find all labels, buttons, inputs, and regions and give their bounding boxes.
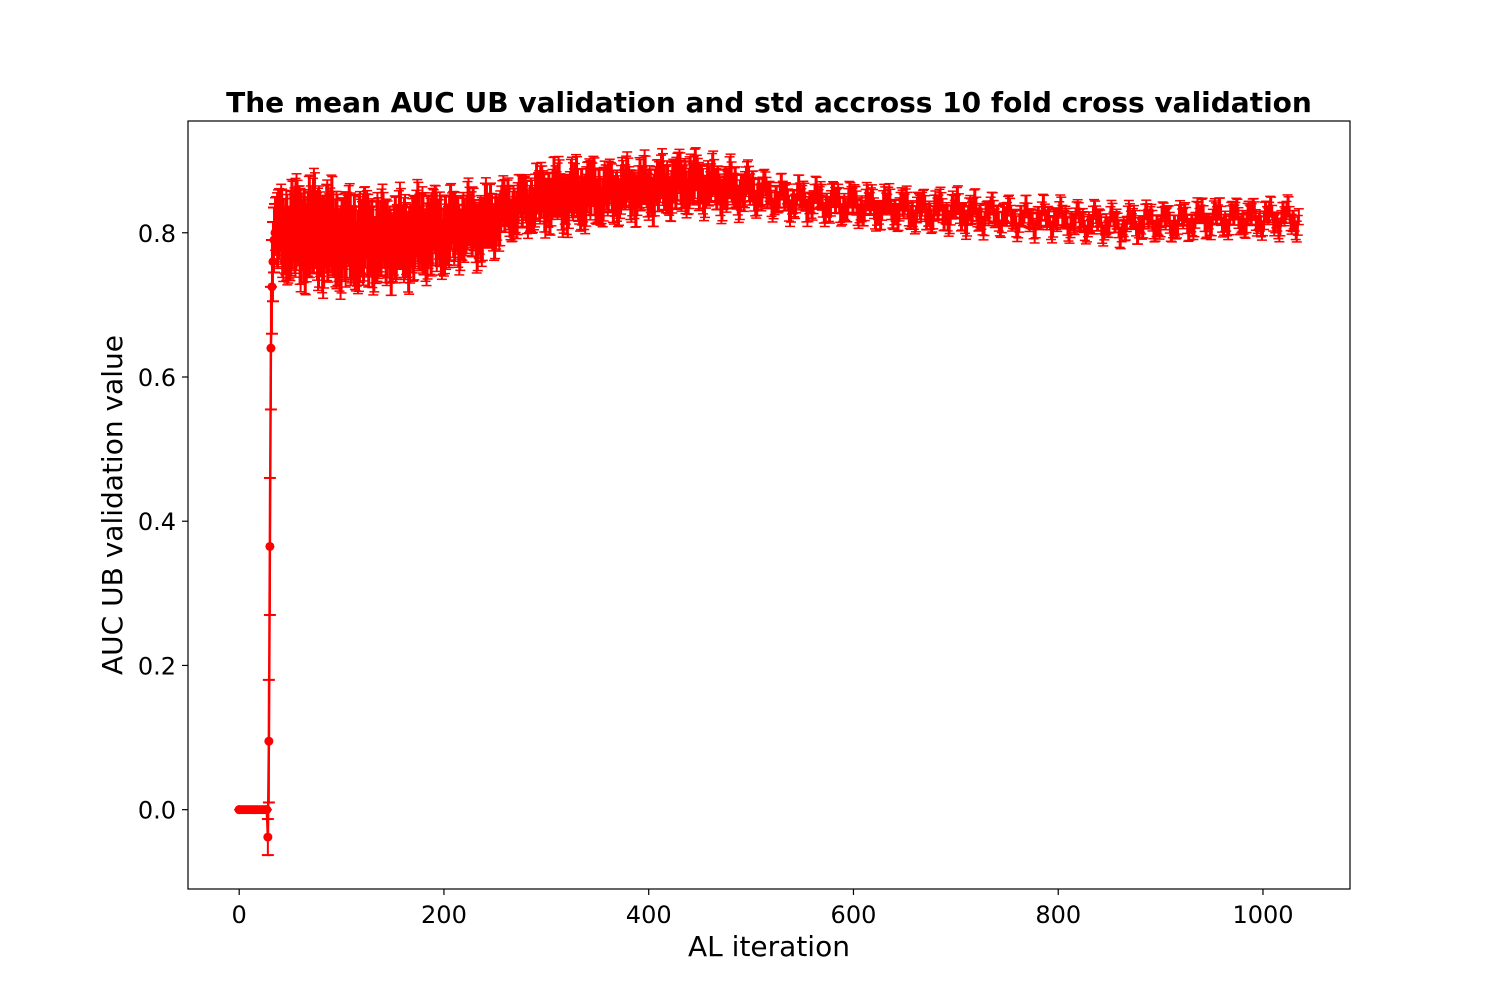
plot-area — [234, 147, 1304, 857]
x-tick-label: 800 — [1035, 901, 1081, 929]
data-point — [265, 541, 275, 551]
x-tick-label: 200 — [421, 901, 467, 929]
mean-line — [239, 164, 1301, 838]
x-tick-label: 600 — [831, 901, 877, 929]
y-tick-label: 0.0 — [138, 797, 176, 825]
y-tick-label: 0.6 — [138, 364, 176, 392]
plot-frame — [187, 120, 1351, 890]
y-axis: 0.0 0.2 0.4 0.6 0.8 — [138, 220, 188, 825]
x-tick-label: 1000 — [1232, 901, 1293, 929]
error-band — [234, 147, 1304, 856]
data-point — [261, 805, 271, 815]
data-point — [266, 343, 276, 353]
y-tick-label: 0.4 — [138, 508, 176, 536]
x-axis-label: AL iteration — [688, 930, 850, 963]
data-point — [270, 228, 280, 238]
x-tick-label: 0 — [232, 901, 247, 929]
data-point — [269, 235, 279, 245]
data-point — [264, 736, 274, 746]
data-point — [263, 832, 273, 842]
y-axis-label: AUC UB validation value — [96, 335, 129, 675]
data-points — [234, 202, 282, 857]
x-tick-label: 400 — [626, 901, 672, 929]
chart-title: The mean AUC UB validation and std accro… — [226, 86, 1312, 119]
y-tick-label: 0.8 — [138, 220, 176, 248]
y-tick-label: 0.2 — [138, 652, 176, 680]
data-point — [267, 282, 277, 292]
x-axis: 0 200 400 600 800 1000 — [232, 889, 1294, 929]
